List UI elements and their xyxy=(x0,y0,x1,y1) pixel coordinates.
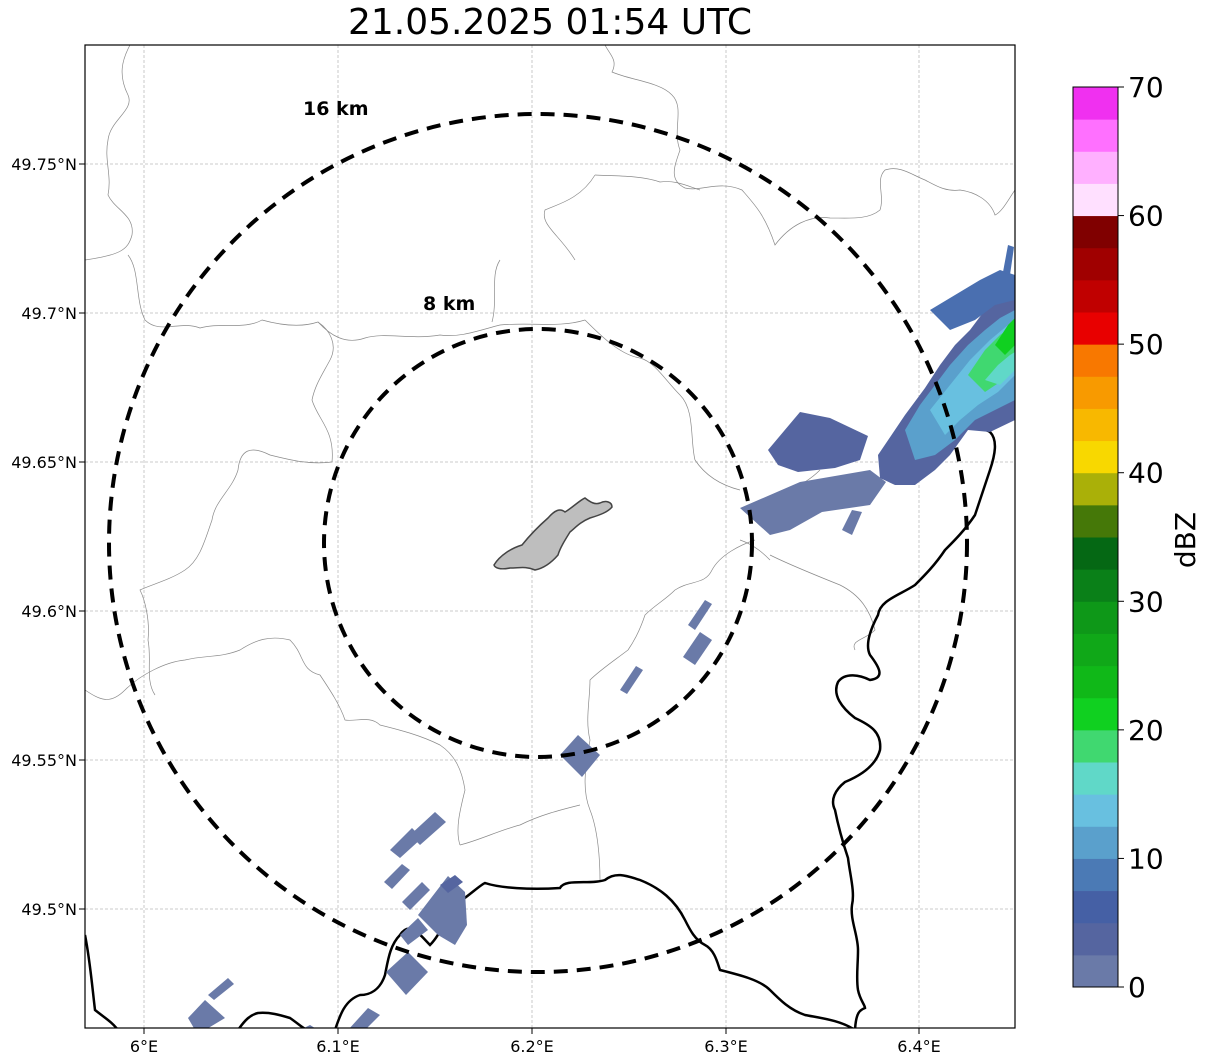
echo-cell xyxy=(384,864,410,889)
colorbar-segment xyxy=(1073,762,1118,795)
lat-tick-label: 49.65°N xyxy=(11,453,77,472)
lat-tick-label: 49.6°N xyxy=(21,602,77,621)
colorbar-segment xyxy=(1073,826,1118,859)
colorbar-tick-label: 0 xyxy=(1128,971,1146,1004)
colorbar-segment xyxy=(1073,954,1118,988)
colorbar-segment xyxy=(1073,922,1118,956)
colorbar-segments xyxy=(1073,87,1118,988)
range-ring-8km xyxy=(322,327,754,759)
echo-cell xyxy=(560,735,600,777)
colorbar-segment xyxy=(1073,569,1118,602)
colorbar-segment xyxy=(1073,312,1118,345)
colorbar-segment xyxy=(1073,729,1118,763)
colorbar-label: dBZ xyxy=(1169,512,1202,568)
colorbar-segment xyxy=(1073,87,1118,120)
colorbar-segment xyxy=(1073,279,1118,313)
colorbar-ticks: 0 10 20 30 40 50 60 70 xyxy=(1118,71,1164,1004)
colorbar-tick-label: 50 xyxy=(1128,328,1164,361)
colorbar-segment xyxy=(1073,858,1118,892)
lat-tick-label: 49.55°N xyxy=(11,751,77,770)
echo-cell xyxy=(418,876,467,945)
lon-tick-label: 6.4°E xyxy=(897,1037,941,1056)
colorbar-segment xyxy=(1073,794,1118,827)
echo-cell xyxy=(688,600,712,630)
colorbar-tick-label: 60 xyxy=(1128,200,1164,233)
radar-site-area xyxy=(493,497,613,571)
colorbar-segment xyxy=(1073,119,1118,152)
echo-cell xyxy=(402,882,430,910)
echo-cell xyxy=(304,1025,315,1028)
colorbar-segment xyxy=(1073,376,1118,409)
ring-label-8km: 8 km xyxy=(423,293,475,315)
colorbar-segment xyxy=(1073,601,1118,634)
echo-band-northeast xyxy=(740,245,1015,535)
colorbar-segment xyxy=(1073,440,1118,474)
lon-tick-label: 6°E xyxy=(130,1037,158,1056)
radar-echoes xyxy=(188,245,1015,1028)
colorbar-segment xyxy=(1073,697,1118,731)
echo-cell xyxy=(440,875,463,893)
lon-tick-label: 6.1°E xyxy=(316,1037,360,1056)
national-border xyxy=(85,369,1015,1028)
colorbar-segment xyxy=(1073,665,1118,699)
lon-axis: 6°E 6.1°E 6.2°E 6.3°E 6.4°E xyxy=(130,1028,941,1056)
colorbar-tick-label: 70 xyxy=(1128,71,1164,104)
colorbar-frame xyxy=(1072,86,1119,988)
colorbar-segment xyxy=(1073,151,1118,184)
colorbar-segment xyxy=(1073,247,1118,281)
map-title: 21.05.2025 01:54 UTC xyxy=(347,2,753,43)
lon-tick-label: 6.3°E xyxy=(704,1037,748,1056)
echo-cell xyxy=(683,632,712,665)
echo-cell xyxy=(208,978,234,1000)
echo-cell xyxy=(620,666,643,694)
echo-cell xyxy=(188,1000,225,1028)
lat-axis: 49.75°N 49.7°N 49.65°N 49.6°N 49.55°N 49… xyxy=(11,155,85,919)
echo-cell xyxy=(386,952,428,995)
lat-tick-label: 49.75°N xyxy=(11,155,77,174)
colorbar-tick-label: 20 xyxy=(1128,714,1164,747)
colorbar-tick-label: 40 xyxy=(1128,457,1164,490)
colorbar-tick-label: 30 xyxy=(1128,585,1164,618)
range-ring-16km xyxy=(107,112,969,974)
echo-cell xyxy=(349,1008,380,1028)
colorbar-segment xyxy=(1073,504,1118,538)
municipal-boundaries xyxy=(85,45,1015,881)
lat-tick-label: 49.7°N xyxy=(21,304,77,323)
colorbar-segment xyxy=(1073,408,1118,442)
colorbar-segment xyxy=(1073,183,1118,217)
lon-tick-label: 6.2°E xyxy=(510,1037,554,1056)
ring-label-16km: 16 km xyxy=(303,98,369,120)
colorbar-segment xyxy=(1073,890,1118,924)
colorbar-tick-label: 10 xyxy=(1128,842,1164,875)
echo-cell xyxy=(410,812,446,845)
map-frame xyxy=(84,44,1016,1029)
echo-cell xyxy=(400,918,428,945)
colorbar-segment xyxy=(1073,344,1118,377)
colorbar-segment xyxy=(1073,215,1118,249)
colorbar-segment xyxy=(1073,633,1118,667)
colorbar-segment xyxy=(1073,472,1118,506)
lat-tick-label: 49.5°N xyxy=(21,900,77,919)
colorbar-segment xyxy=(1073,537,1118,570)
